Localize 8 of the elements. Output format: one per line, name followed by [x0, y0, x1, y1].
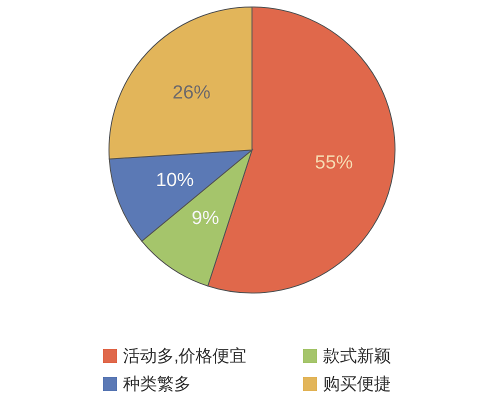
- legend-label: 款式新颖: [323, 346, 391, 366]
- legend-label: 种类繁多: [123, 374, 191, 394]
- data-label: 10%: [156, 170, 194, 192]
- data-label: 55%: [314, 152, 354, 174]
- legend-label: 活动多,价格便宜: [123, 346, 247, 366]
- legend-label: 购买便捷: [323, 374, 391, 394]
- data-label: 26%: [172, 82, 211, 104]
- data-label: 9%: [192, 208, 220, 230]
